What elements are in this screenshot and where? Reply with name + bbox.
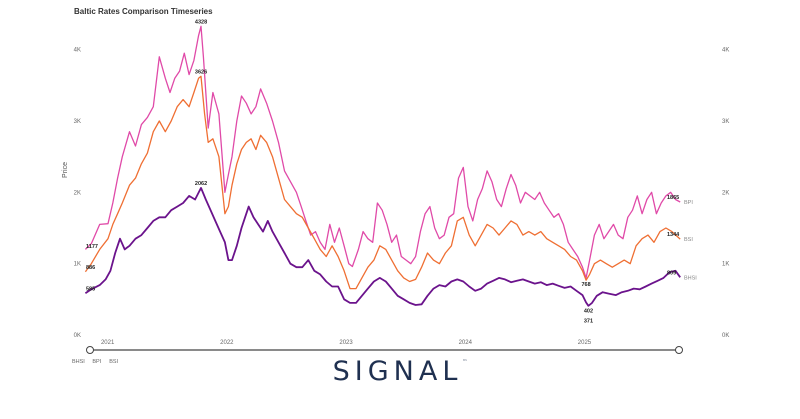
series-lines <box>84 25 681 307</box>
series-line-bsi <box>84 75 681 290</box>
x-tick-label: 2023 <box>339 340 353 346</box>
data-label: 2062 <box>195 181 207 187</box>
data-label: 4328 <box>195 19 207 25</box>
series-line-bpi <box>84 25 681 279</box>
y-tick-label-left: 2K <box>74 190 81 196</box>
x-tick-label: 2025 <box>578 340 592 346</box>
series-line-bhsi <box>84 187 681 307</box>
data-label: 886 <box>86 265 95 271</box>
y-tick-label-left: 0K <box>74 333 81 339</box>
x-tick-label: 2021 <box>101 340 115 346</box>
y-axis-right: 0K 1K 2K 3K 4K <box>722 48 729 339</box>
y-tick-label-right: 4K <box>722 48 729 54</box>
data-label: 768 <box>581 282 590 288</box>
data-label: 585 <box>86 286 95 292</box>
chart-title: Baltic Rates Comparison Timeseries <box>74 7 213 16</box>
x-axis: 2021 2022 2023 2024 2025 <box>101 340 592 346</box>
data-label: 1344 <box>667 232 680 238</box>
logo-tm: ™ <box>462 359 468 365</box>
y-tick-label-right: 0K <box>722 333 729 339</box>
y-tick-label-right: 3K <box>722 119 729 125</box>
data-label: 1865 <box>667 195 679 201</box>
data-label: 3626 <box>195 69 207 75</box>
series-end-label: BSI <box>684 237 693 243</box>
signal-logo: SIGNAL™ <box>0 356 800 387</box>
series-end-label: BHSI <box>684 275 697 281</box>
legend: BHSI BPI BSI <box>72 359 119 365</box>
data-label: 809 <box>667 270 676 276</box>
data-label: 371 <box>584 319 593 325</box>
y-axis-left: 0K 1K 2K 3K 4K <box>74 48 81 339</box>
y-tick-label-right: 1K <box>722 262 729 268</box>
end-labels: BPI BSI BHSI <box>684 200 697 281</box>
y-axis-label: Price <box>62 162 69 178</box>
date-range-slider[interactable] <box>86 346 683 354</box>
data-label: 1177 <box>86 244 98 250</box>
y-tick-label-left: 3K <box>74 119 81 125</box>
slider-handle-start[interactable] <box>86 346 94 354</box>
data-labels: 4328 3626 2062 1177 886 585 768 402 371 1865 1344 8… <box>86 19 680 324</box>
x-tick-label: 2022 <box>220 340 234 346</box>
slider-handle-end[interactable] <box>675 346 683 354</box>
logo-text: SIGNAL <box>332 356 463 387</box>
legend-item: BHSI <box>72 359 85 365</box>
y-tick-label-right: 2K <box>722 190 729 196</box>
legend-item: BSI <box>109 359 118 365</box>
y-tick-label-left: 1K <box>74 262 81 268</box>
x-tick-label: 2024 <box>459 340 473 346</box>
legend-item: BPI <box>92 359 101 365</box>
series-end-label: BPI <box>684 200 693 206</box>
data-label: 402 <box>584 308 593 314</box>
y-tick-label-left: 4K <box>74 48 81 54</box>
